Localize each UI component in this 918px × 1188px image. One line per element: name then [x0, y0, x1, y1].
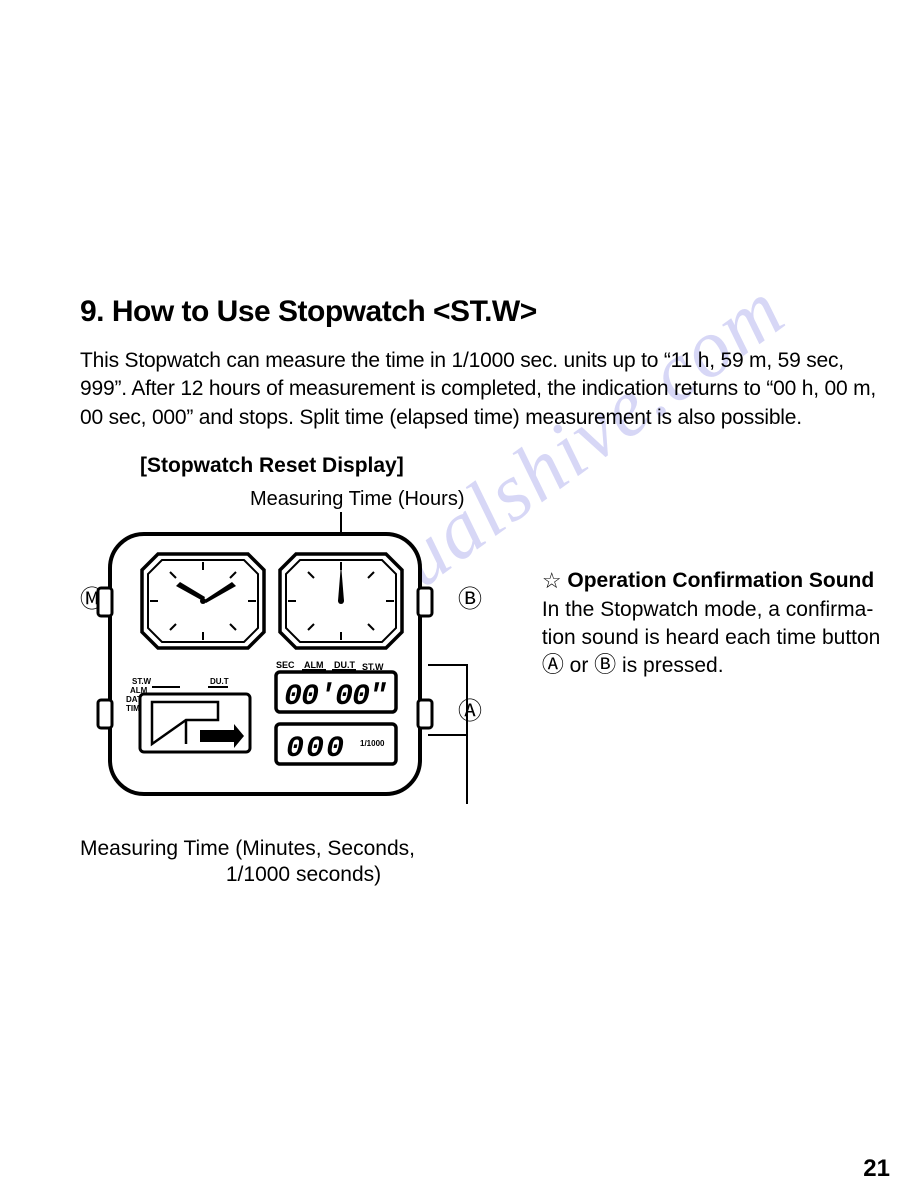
button-label-a: Ⓐ [458, 700, 482, 724]
svg-text:00'00": 00'00" [284, 680, 387, 714]
watch-diagram: Measuring Time (Hours) Ⓜ Ⓑ Ⓐ [80, 488, 498, 828]
callout-lead-vertical [466, 664, 468, 804]
page-number: 21 [863, 1155, 890, 1183]
page-content: 9. How to Use Stopwatch <ST.W> This Stop… [80, 295, 890, 889]
svg-text:ST.W: ST.W [132, 677, 152, 686]
button-a-ref: Ⓐ [542, 654, 564, 676]
diagram-title: [Stopwatch Reset Display] [140, 454, 890, 478]
button-label-b: Ⓑ [458, 588, 482, 612]
svg-text:DU.T: DU.T [210, 677, 229, 686]
op-sound-line4: is pressed. [616, 654, 723, 677]
svg-text:DU.T: DU.T [334, 660, 355, 670]
callout-minutes-seconds: Measuring Time (Minutes, Seconds, 1/1000… [80, 836, 890, 889]
svg-text:1/1000: 1/1000 [360, 739, 385, 748]
watch-svg: ST.W ALM DATE TIME DU.T SEC ALM [80, 524, 450, 804]
callout-lead-1 [428, 664, 468, 666]
op-sound-line2: tion sound is heard each time button [542, 626, 881, 649]
button-b-ref: Ⓑ [594, 654, 616, 676]
star-icon: ☆ [542, 568, 562, 593]
svg-text:ALM: ALM [304, 660, 324, 670]
svg-text:000: 000 [286, 732, 346, 766]
section-heading: 9. How to Use Stopwatch <ST.W> [80, 295, 890, 329]
operation-sound-block: ☆ Operation Confirmation Sound In the St… [542, 566, 890, 681]
svg-text:SEC: SEC [276, 660, 295, 670]
op-sound-line1: In the Stopwatch mode, a confirma- [542, 598, 874, 621]
callout-hours: Measuring Time (Hours) [250, 488, 465, 511]
callout-lead-2 [428, 734, 468, 736]
intro-paragraph: This Stopwatch can measure the time in 1… [80, 347, 890, 432]
op-sound-or: or [564, 654, 594, 677]
op-sound-title: Operation Confirmation Sound [567, 569, 874, 592]
